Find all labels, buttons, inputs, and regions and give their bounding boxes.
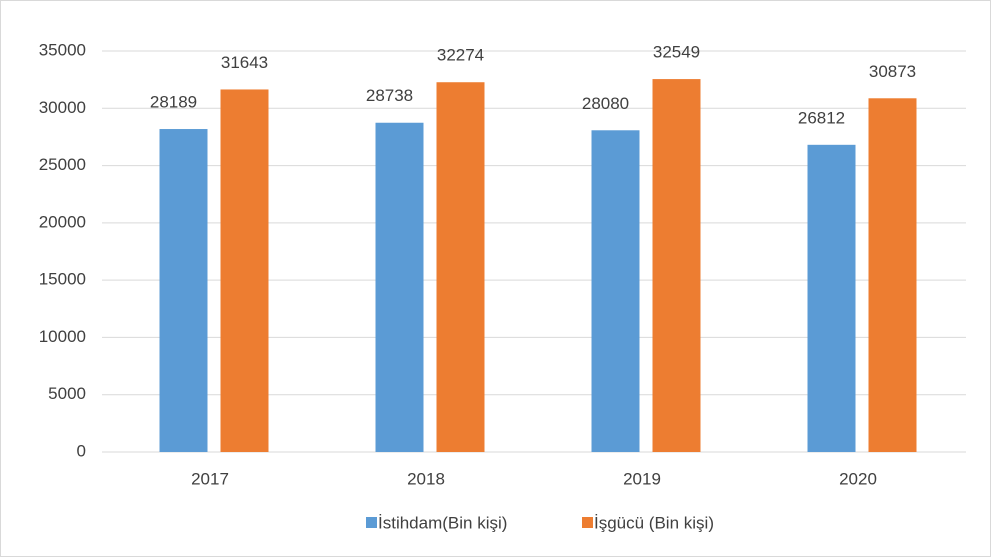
data-label: 28080 — [582, 94, 629, 113]
bar — [652, 79, 701, 453]
x-tick-label: 2019 — [623, 469, 661, 488]
data-label: 26812 — [798, 108, 845, 127]
x-tick-label: 2018 — [407, 469, 445, 488]
bar — [868, 98, 917, 452]
bar — [436, 82, 485, 452]
data-label: 31643 — [221, 53, 268, 72]
bar — [159, 129, 208, 452]
legend-swatch — [582, 517, 593, 528]
data-label: 32274 — [437, 46, 484, 65]
data-label: 30873 — [869, 62, 916, 81]
bar — [591, 130, 640, 452]
y-tick-label: 30000 — [39, 98, 86, 117]
data-label: 28738 — [366, 86, 413, 105]
legend-label: İşgücü (Bin kişi) — [594, 513, 714, 532]
x-tick-label: 2017 — [191, 469, 229, 488]
y-tick-label: 5000 — [48, 384, 86, 403]
bar — [220, 89, 269, 452]
bar — [375, 122, 424, 452]
y-tick-label: 35000 — [39, 40, 86, 59]
legend-label: İstihdam(Bin kişi) — [378, 513, 507, 532]
y-tick-label: 20000 — [39, 212, 86, 231]
y-tick-label: 25000 — [39, 155, 86, 174]
data-label: 28189 — [150, 93, 197, 112]
data-label: 32549 — [653, 43, 700, 62]
legend-swatch — [366, 517, 377, 528]
y-tick-label: 15000 — [39, 270, 86, 289]
x-tick-label: 2020 — [839, 469, 877, 488]
bar — [807, 144, 856, 452]
y-tick-label: 10000 — [39, 327, 86, 346]
y-tick-label: 0 — [77, 441, 86, 460]
